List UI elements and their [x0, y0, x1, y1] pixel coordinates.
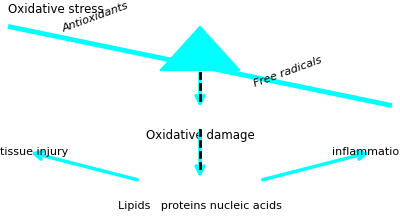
- Polygon shape: [160, 26, 240, 70]
- Text: Oxidative damage: Oxidative damage: [146, 129, 254, 142]
- Text: Antioxidants: Antioxidants: [60, 1, 130, 34]
- Text: inflammation: inflammation: [332, 147, 400, 157]
- Text: Oxidative stress: Oxidative stress: [8, 3, 104, 16]
- Text: Free radicals: Free radicals: [252, 55, 324, 89]
- Text: Lipids   proteins nucleic acids: Lipids proteins nucleic acids: [118, 201, 282, 211]
- Text: tissue injury: tissue injury: [0, 147, 68, 157]
